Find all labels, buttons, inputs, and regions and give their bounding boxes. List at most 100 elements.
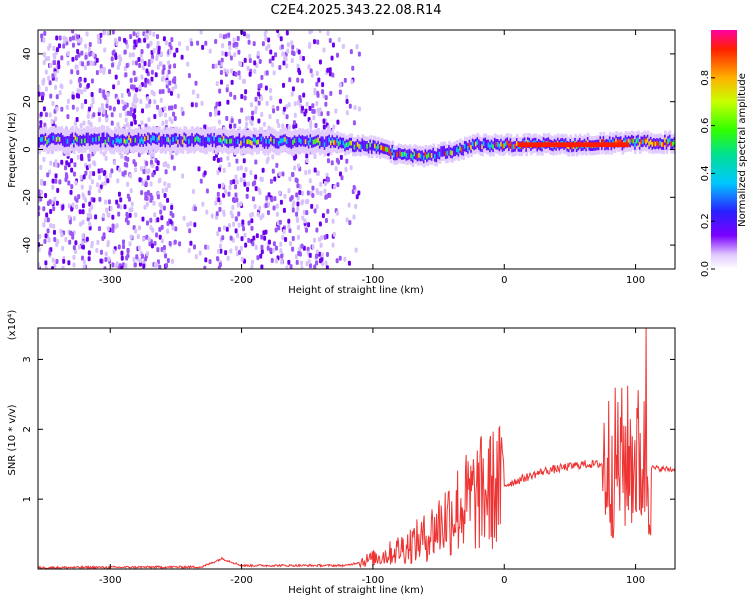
spectrogram-speckle: [216, 170, 220, 176]
spectrogram-speckle: [54, 162, 58, 168]
spectrogram-speckle: [43, 30, 47, 36]
snr-x-tick-label: -200: [230, 575, 253, 586]
spectrogram-speckle: [287, 102, 291, 108]
spectrogram-speckle: [335, 157, 339, 163]
spectrogram-band-core: [50, 132, 54, 144]
spectrogram-speckle: [298, 70, 302, 76]
spectrogram-speckle: [44, 193, 48, 199]
spectrogram-speckle: [253, 68, 257, 74]
spectrogram-speckle: [123, 37, 127, 43]
spectrogram-speckle: [140, 58, 144, 64]
spectrogram-speckle: [48, 199, 52, 205]
spectrogram-band-peak: [377, 144, 380, 149]
spectrogram-band-peak: [660, 142, 664, 147]
spectrogram-speckle: [47, 45, 51, 51]
spectrogram-band-peak: [298, 137, 302, 143]
spectrogram-speckle: [236, 166, 240, 172]
spectrogram-speckle: [325, 251, 329, 257]
spectrogram-speckle: [84, 170, 88, 176]
spectrogram-speckle: [125, 162, 129, 168]
spectrogram-speckle: [62, 35, 66, 41]
spectrogram-band-peak: [309, 137, 313, 143]
spectrogram-speckle: [344, 167, 348, 173]
spectrogram-speckle: [328, 38, 332, 44]
spectrogram-speckle: [160, 215, 164, 221]
spectrogram-band-peak: [374, 143, 377, 149]
spectrogram-speckle: [158, 226, 162, 232]
spectrogram-band-core: [238, 133, 242, 144]
spectrogram-band-core: [101, 132, 105, 144]
spectrogram-speckle: [322, 124, 326, 130]
spectrogram-speckle: [239, 246, 243, 252]
spectrogram-speckle: [315, 249, 319, 255]
spectrogram-speckle: [44, 233, 48, 239]
spectrogram-band-peak: [218, 137, 221, 143]
spectrogram-speckle: [197, 166, 201, 172]
spectrogram-speckle: [288, 77, 292, 83]
spectrogram-speckle: [319, 111, 323, 117]
spectrogram-speckle: [152, 48, 156, 54]
spectrogram-speckle: [163, 106, 167, 112]
spectrogram-speckle: [285, 63, 289, 69]
spectrogram-speckle: [259, 253, 263, 259]
spectrogram-speckle: [318, 30, 322, 34]
spectrogram-speckle: [302, 92, 306, 98]
spectrogram-speckle: [275, 211, 279, 217]
spectrogram-speckle: [140, 190, 144, 196]
spectrogram-speckle: [56, 68, 60, 74]
spectrogram-speckle: [217, 119, 221, 125]
spectrogram-speckle: [299, 55, 303, 61]
spectrogram-band-peak: [347, 142, 350, 148]
spectrogram-speckle: [85, 165, 89, 171]
spectrogram-band-core: [93, 133, 97, 144]
spectrogram-band-peak: [637, 137, 640, 143]
spectrogram-speckle: [102, 171, 106, 177]
spectrogram-speckle: [233, 123, 237, 129]
spectrogram-speckle: [217, 60, 221, 66]
spectrogram-speckle: [194, 80, 198, 86]
snr-frame: [37, 327, 676, 570]
spectrogram-speckle: [246, 65, 250, 71]
spectrogram-band-peak: [73, 139, 76, 145]
spectrogram-speckle: [142, 263, 146, 269]
spectrogram-speckle: [260, 249, 264, 255]
spectrogram-band-peak: [246, 139, 250, 145]
spectrogram-speckle: [94, 214, 98, 220]
spectrogram-speckle: [72, 254, 76, 260]
spectrogram-speckle: [254, 109, 258, 115]
spectrogram-band-peak: [197, 136, 201, 142]
spectrogram-speckle: [286, 48, 290, 54]
spectrogram-speckle: [137, 225, 141, 231]
spectrogram-speckle: [308, 252, 312, 258]
spectrogram-speckle: [125, 43, 129, 49]
spectrogram-speckle: [79, 221, 83, 227]
spectrogram-band-peak: [46, 139, 49, 145]
spectrogram-band-peak: [181, 139, 185, 145]
spectrogram-speckle: [140, 253, 144, 259]
spectrogram-speckle: [283, 193, 287, 199]
spectrogram-band-peak: [359, 144, 363, 150]
spectrogram-speckle: [277, 122, 281, 128]
spectrogram-speckle: [292, 200, 296, 206]
spectrogram-speckle: [257, 100, 261, 106]
spectrogram-speckle: [155, 232, 159, 238]
spectrogram-band-peak: [492, 144, 495, 150]
spectrogram-speckle: [295, 259, 299, 265]
spectrogram-band-peak: [405, 153, 409, 158]
spectrogram-band-peak: [645, 139, 648, 145]
spectrogram-speckle: [75, 93, 79, 99]
spectrogram-speckle: [150, 195, 154, 201]
spectrogram-speckle: [90, 78, 94, 84]
spectrogram-speckle: [115, 261, 119, 267]
spectrogram-band-core: [173, 133, 177, 144]
spectrogram-speckle: [66, 114, 70, 120]
spectrogram-speckle: [152, 31, 156, 37]
spectrogram-speckle: [224, 51, 228, 57]
spectrogram-band-peak: [438, 151, 442, 157]
spectrogram-speckle: [54, 178, 58, 184]
spectrogram-band-peak: [265, 138, 268, 144]
spectrogram-speckle: [234, 174, 238, 180]
spectrogram-band-core: [435, 151, 439, 163]
spectrogram-speckle: [324, 181, 328, 187]
spectrogram-band-peak: [281, 138, 284, 144]
